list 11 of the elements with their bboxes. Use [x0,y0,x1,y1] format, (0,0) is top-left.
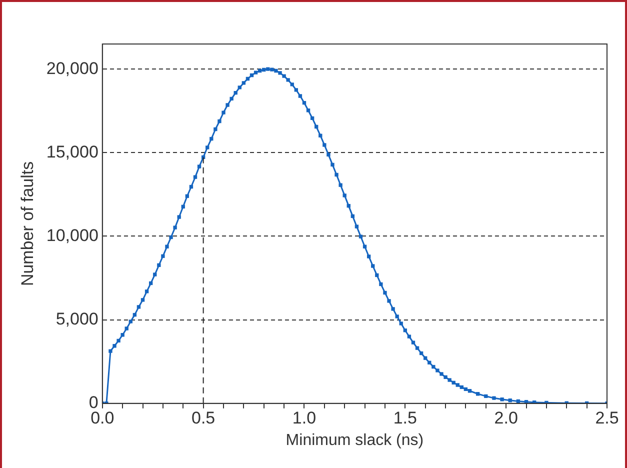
y-tick-label: 15,000 [46,142,98,162]
x-tick-label: 1.5 [393,408,417,428]
x-tick-label: 2.5 [595,408,619,428]
y-tick-label: 5,000 [56,310,98,329]
x-tick-label: 0.5 [191,408,216,428]
x-axis-title: Minimum slack (ns) [286,432,424,449]
x-tick-label: 2.0 [494,408,518,428]
y-axis-title: Number of faults [18,161,37,286]
x-tick-label: 1.0 [292,408,316,428]
y-tick-label: 10,000 [46,226,98,245]
y-tick-label: 20,000 [46,58,98,78]
